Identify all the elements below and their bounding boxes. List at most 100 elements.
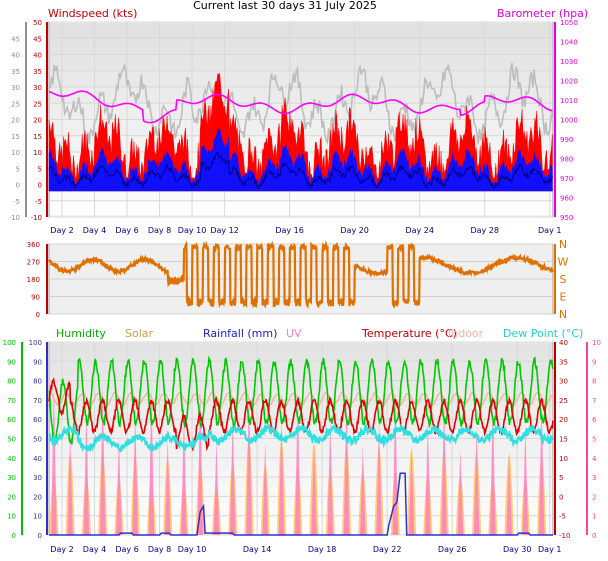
temp-tick-label: -10 (559, 532, 570, 540)
plot-band (50, 375, 552, 391)
rain-tick-label: 100 (29, 339, 42, 347)
uv-tick-label: 9 (592, 358, 596, 366)
wind-tick-label: 5 (38, 165, 42, 173)
series-uv (343, 393, 350, 535)
series-uv (457, 449, 464, 535)
series-gust-gray (48, 62, 554, 145)
x-tick-label: Day 20 (340, 226, 369, 235)
wind-tick-label: 25 (33, 100, 42, 108)
rain-tick-label: 70 (33, 397, 42, 405)
legend-dewpoint: Dew Point (°C) (503, 327, 584, 340)
uv-tick-label: 5 (592, 436, 596, 444)
series-uv (262, 441, 268, 535)
legend-indoor: Indoor (448, 327, 484, 340)
series-uv (473, 424, 480, 535)
temp-tick-label: 5 (559, 474, 563, 482)
humidity-tick-label: 50 (7, 436, 16, 444)
series-barometer (48, 90, 553, 124)
compass-label: W (558, 256, 569, 269)
humidity-tick-label: 60 (7, 416, 16, 424)
humidity-tick-label: 100 (3, 339, 16, 347)
x-tick-label: Day 18 (308, 545, 337, 554)
baro-tick-label: 990 (560, 136, 573, 144)
direction-tick-label: 270 (27, 259, 40, 267)
series-uv (425, 422, 431, 535)
wind-tick-label: 20 (33, 117, 42, 125)
temp-tick-label: 30 (559, 378, 568, 386)
wind-left-tick-label: 40 (11, 52, 20, 60)
temp-tick-label: 10 (559, 455, 568, 463)
baro-tick-label: 1030 (560, 58, 578, 66)
wind-left-tick-label: 20 (11, 117, 20, 125)
humidity-tick-label: 30 (7, 474, 16, 482)
wind-left-tick-label: 45 (11, 35, 20, 43)
rain-tick-label: 0 (38, 532, 42, 540)
series-uv (116, 435, 122, 535)
baro-tick-label: 1010 (560, 97, 578, 105)
wind-tick-label: 50 (33, 19, 42, 27)
series-wind-speed (48, 127, 553, 192)
series-uv (295, 391, 301, 535)
series-uv (246, 389, 252, 535)
series-uv (213, 439, 220, 535)
series-uv (197, 387, 203, 535)
rain-tick-label: 50 (33, 436, 42, 444)
series-uv (164, 437, 171, 535)
x-tick-label: Day 10 (178, 226, 207, 235)
rain-tick-label: 80 (33, 378, 42, 386)
series-uv (506, 451, 512, 535)
series-uv (441, 397, 447, 535)
wind-tick-label: 15 (33, 133, 42, 141)
rain-tick-label: 90 (33, 358, 42, 366)
x-tick-label: Day 2 (50, 226, 73, 235)
baro-tick-label: 1040 (560, 39, 578, 47)
uv-tick-label: 0 (592, 532, 596, 540)
chart-title: Current last 30 days 31 July 2025 (193, 0, 377, 12)
humidity-tick-label: 20 (7, 493, 16, 501)
humidity-tick-label: 90 (7, 358, 16, 366)
direction-tick-label: 180 (27, 276, 40, 284)
rain-tick-label: 40 (33, 455, 42, 463)
compass-label: E (560, 291, 567, 304)
humidity-tick-label: 10 (7, 513, 16, 521)
uv-tick-label: 8 (592, 378, 596, 386)
x-tick-label: Day 8 (148, 226, 171, 235)
wind-left-tick-label: 5 (16, 165, 20, 173)
series-uv (181, 412, 187, 535)
x-tick-label: Day 4 (83, 545, 106, 554)
temp-tick-label: 15 (559, 436, 568, 444)
x-tick-label: Day 4 (83, 226, 106, 235)
baro-tick-label: 980 (560, 156, 573, 164)
humidity-tick-label: 40 (7, 455, 16, 463)
x-tick-label: Day 6 (115, 226, 138, 235)
x-tick-label: Day 10 (178, 545, 207, 554)
series-uv (522, 425, 529, 535)
legend-humidity: Humidity (56, 327, 106, 340)
x-tick-label: Day 2 (50, 545, 73, 554)
legend-temperature: Temperature (°C) (362, 327, 457, 340)
wind-tick-label: 0 (38, 182, 42, 190)
series-temperature (48, 377, 554, 452)
wind-tick-label: 40 (33, 52, 42, 60)
legend-solar: Solar (125, 327, 154, 340)
x-tick-label: Day 24 (405, 226, 434, 235)
temp-tick-label: 0 (559, 493, 563, 501)
wind-left-tick-label: 10 (11, 149, 20, 157)
compass-label: N (559, 238, 567, 251)
humidity-tick-label: 0 (12, 532, 16, 540)
series-uv (360, 445, 366, 535)
rain-tick-label: 20 (33, 493, 42, 501)
temp-tick-label: -5 (559, 513, 566, 521)
series-uv (67, 433, 73, 535)
baro-tick-label: 1050 (560, 19, 578, 27)
wind-left-tick-label: -5 (13, 198, 20, 206)
wind-left-tick-label: -10 (9, 214, 20, 222)
series-wind-direction (47, 240, 554, 310)
series-uv (99, 383, 106, 535)
series-uv (490, 398, 496, 535)
direction-tick-label: 90 (31, 294, 40, 302)
wind-left-tick-label: 0 (16, 182, 20, 190)
humidity-tick-label: 80 (7, 378, 16, 386)
series-wind-avg (48, 151, 553, 190)
